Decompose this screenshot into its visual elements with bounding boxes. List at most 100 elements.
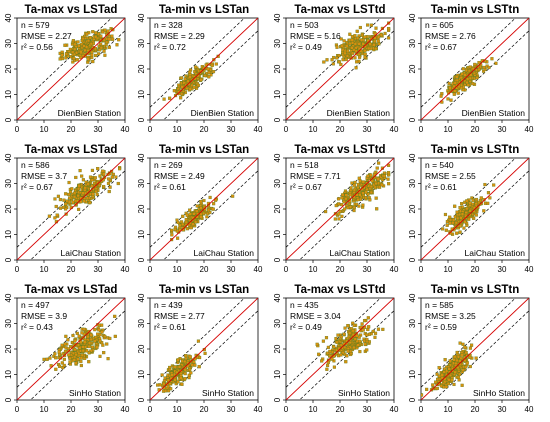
data-point [459, 216, 463, 220]
data-point [369, 184, 373, 189]
data-point [358, 193, 362, 197]
data-point [446, 382, 450, 386]
data-point [369, 173, 373, 177]
data-point [377, 42, 381, 46]
data-point [373, 335, 377, 339]
data-point [110, 175, 114, 179]
data-point [340, 196, 344, 200]
y-tick-label: 10 [273, 90, 282, 99]
data-point [107, 37, 111, 41]
data-point [453, 81, 457, 85]
data-point [81, 178, 85, 182]
data-point [199, 215, 203, 219]
y-tick-label: 0 [273, 257, 282, 262]
data-point [358, 25, 362, 30]
y-tick-label: 10 [137, 230, 146, 239]
data-point [355, 29, 359, 33]
n-label: n = 435 [290, 300, 319, 310]
data-point [188, 70, 192, 74]
data-point [439, 384, 443, 388]
data-point [91, 59, 95, 64]
data-point [188, 221, 192, 225]
data-point [456, 375, 460, 379]
data-point [63, 349, 68, 354]
x-tick-label: 30 [498, 265, 507, 274]
rmse-label: RMSE = 2.76 [425, 31, 476, 41]
data-point [176, 380, 180, 384]
data-point [54, 367, 58, 371]
data-point [368, 198, 372, 202]
n-label: n = 585 [425, 300, 454, 310]
x-tick-label: 40 [390, 125, 399, 134]
data-point [344, 193, 348, 197]
data-point [371, 329, 375, 333]
data-point [67, 200, 72, 204]
y-tick-label: 10 [137, 90, 146, 99]
fit-line [17, 158, 125, 260]
data-point [42, 357, 46, 361]
data-point [64, 192, 68, 196]
data-point [207, 75, 211, 79]
data-point [474, 356, 478, 360]
y-tick-label: 40 [273, 13, 282, 22]
scatter-points [156, 339, 207, 393]
y-tick-label: 30 [4, 39, 13, 48]
data-point [470, 343, 474, 347]
data-point [191, 222, 195, 226]
data-point [350, 181, 354, 185]
x-tick-label: 20 [200, 405, 209, 414]
data-point [78, 169, 82, 173]
station-label: SinHo Station [69, 388, 121, 398]
n-label: n = 503 [290, 20, 319, 30]
data-point [340, 44, 344, 48]
data-point [185, 227, 190, 231]
x-tick-label: 40 [254, 125, 263, 134]
data-point [93, 339, 97, 343]
panel-title: Ta-max vs LSTad [25, 4, 118, 16]
data-point [87, 351, 91, 355]
data-point [48, 356, 52, 360]
data-point [387, 36, 391, 40]
data-point [474, 197, 479, 202]
data-point [182, 81, 186, 85]
data-point [360, 322, 364, 326]
data-point [460, 353, 464, 357]
y-tick-label: 20 [408, 204, 417, 213]
data-point [387, 163, 391, 167]
data-point [445, 220, 449, 224]
y-tick-label: 0 [408, 257, 417, 262]
y-tick-label: 30 [137, 39, 146, 48]
rmse-label: RMSE = 2.29 [154, 31, 205, 41]
data-point [447, 81, 451, 86]
data-point [67, 192, 71, 197]
data-point [366, 327, 370, 332]
data-point [451, 221, 455, 225]
data-point [180, 382, 184, 386]
data-point [421, 393, 424, 397]
data-point [97, 183, 102, 188]
data-point [66, 338, 70, 342]
n-label: n = 497 [21, 300, 50, 310]
scatter-points [439, 57, 498, 104]
data-point [64, 202, 68, 206]
y-tick-label: 0 [4, 257, 13, 262]
data-point [461, 67, 465, 71]
panel-title: Ta-max vs LSTtd [294, 144, 385, 156]
data-point [81, 349, 85, 353]
data-point [184, 217, 188, 222]
data-point [97, 52, 101, 56]
x-tick-label: 0 [284, 125, 289, 134]
data-point [431, 383, 435, 387]
data-point [463, 345, 467, 349]
data-point [352, 345, 356, 350]
data-point [349, 188, 353, 193]
data-point [317, 352, 321, 356]
y-tick-label: 40 [408, 13, 417, 22]
data-point [102, 49, 106, 53]
data-point [363, 52, 367, 56]
data-point [86, 57, 90, 61]
data-point [448, 86, 452, 90]
data-point [456, 216, 460, 220]
data-point [71, 39, 75, 43]
